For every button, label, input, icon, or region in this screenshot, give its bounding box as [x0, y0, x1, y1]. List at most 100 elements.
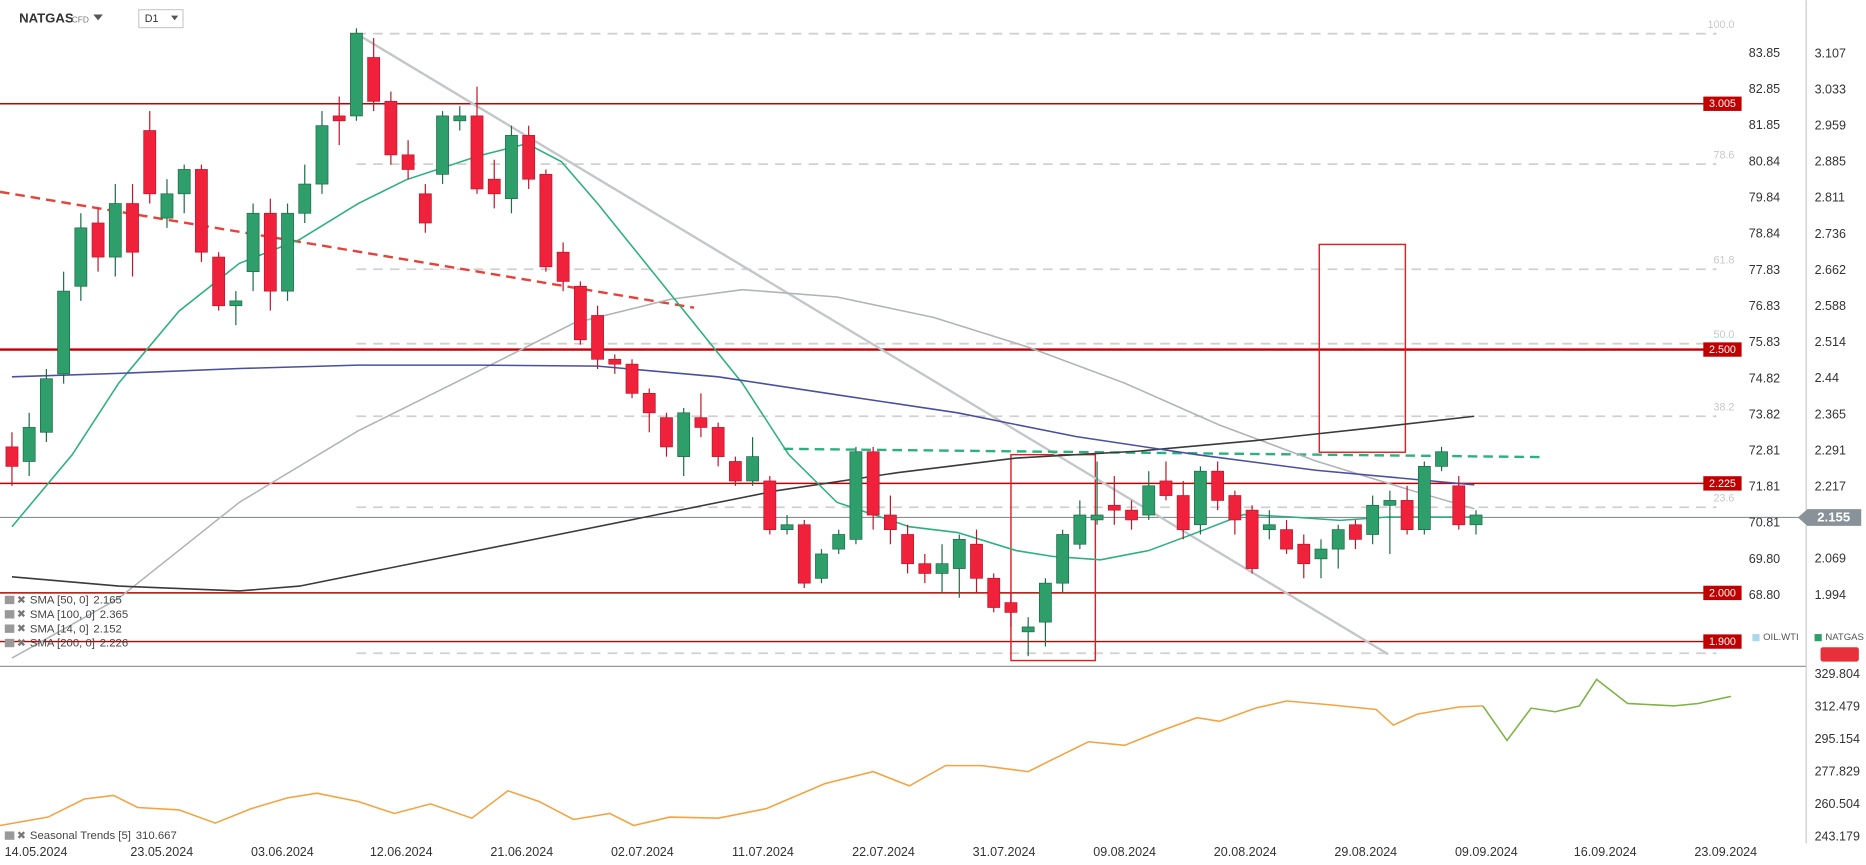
y-tick-label: 2.588: [1815, 299, 1846, 313]
current-price-tag: [1797, 509, 1862, 526]
level-label: 1.900: [1709, 636, 1736, 648]
candle-body: [367, 57, 381, 102]
x-tick-label: 09.08.2024: [1093, 845, 1156, 859]
seasonal-tick-label: 329.804: [1815, 667, 1860, 681]
y-tick-label: 2.514: [1815, 335, 1846, 349]
candle-body: [987, 577, 1001, 608]
candle-body: [108, 203, 122, 258]
y-tick-label: 2.811: [1815, 190, 1845, 204]
candle-body: [384, 100, 398, 156]
seasonal-tick-label: 243.179: [1815, 830, 1860, 844]
timeframe-dropdown: [171, 15, 179, 21]
candle-body: [91, 222, 105, 258]
level-label: 2.500: [1709, 344, 1736, 356]
x-tick-label: 23.09.2024: [1694, 845, 1757, 859]
x-tick-label: 11.07.2024: [732, 845, 794, 859]
symbol: NATGAS: [19, 11, 74, 26]
legend-icon: [4, 595, 15, 605]
candle-body: [539, 173, 553, 268]
y-tick-label: 2.291: [1815, 444, 1846, 458]
legend-label: SMA [14, 0] 2.152: [30, 623, 122, 635]
x-tick-label: 16.09.2024: [1574, 845, 1637, 859]
legend-label: SMA [50, 0] 2.165: [30, 595, 122, 607]
y2-tick-label: 81.85: [1749, 118, 1780, 132]
candle-body: [418, 193, 432, 224]
legend-close: ✖: [17, 609, 26, 621]
x-tick-label: 03.06.2024: [251, 845, 314, 859]
candle-body: [677, 412, 691, 457]
candle-body: [1159, 480, 1173, 496]
y-tick-label: 2.736: [1815, 227, 1846, 241]
fib-label: 23.6: [1713, 493, 1734, 505]
seasonal-tick-label: 295.154: [1815, 732, 1860, 746]
annotation-box: [1318, 243, 1407, 453]
y2-tick-label: 76.83: [1749, 299, 1780, 313]
candle-body: [728, 461, 742, 482]
candle-body: [1314, 548, 1328, 560]
candle-body: [918, 563, 932, 574]
candle-body: [901, 534, 914, 565]
candle-body: [229, 300, 243, 307]
candle-body: [1417, 465, 1431, 530]
level-tag: [1703, 342, 1742, 357]
candle-body: [40, 378, 53, 433]
candle-body: [1142, 485, 1156, 516]
level-label: 2.000: [1709, 587, 1736, 599]
candle-body: [1125, 509, 1138, 521]
candle-body: [591, 315, 604, 360]
y2-tick-label: 74.82: [1749, 371, 1780, 385]
sma-line: [11, 364, 1475, 486]
seasonal-value: 310.667: [136, 830, 177, 842]
seasonal-tick-label: 312.479: [1815, 700, 1860, 714]
candle-body: [556, 251, 570, 282]
fib-label: 78.6: [1713, 150, 1734, 162]
sma-line: [11, 288, 1475, 659]
y-tick-label: 2.885: [1815, 154, 1846, 168]
candle-body: [143, 130, 157, 195]
candle-body: [815, 553, 828, 579]
y2-tick-label: 73.82: [1749, 407, 1780, 421]
candle-body: [849, 451, 863, 540]
y-tick-label: 1.994: [1815, 588, 1846, 602]
x-tick-label: 02.07.2024: [611, 845, 674, 859]
x-tick-label: 21.06.2024: [490, 845, 553, 859]
legend-swatch: [1752, 634, 1760, 642]
legend-symbol: OIL.WTI: [1763, 632, 1799, 643]
candle-body: [5, 446, 19, 467]
symbol-dropdown[interactable]: [93, 14, 103, 21]
fib-label: 38.2: [1713, 402, 1734, 414]
legend-swatch: [1814, 634, 1822, 642]
candle-body: [350, 32, 363, 117]
candle-body: [453, 115, 467, 122]
candle-body: [866, 451, 880, 516]
candle-body: [505, 135, 518, 200]
candle-body: [832, 534, 846, 550]
candle-body: [642, 392, 656, 414]
y2-tick-label: 78.84: [1749, 227, 1780, 241]
timeframe: D1: [145, 13, 159, 25]
candle-body: [401, 154, 415, 170]
candle-body: [470, 115, 484, 190]
seasonal-name: Seasonal Trends [5]: [30, 830, 131, 842]
legend-name: SMA [100, 0]: [30, 609, 95, 621]
candle-body: [1211, 470, 1225, 501]
candle-body: [780, 524, 794, 530]
candle-body: [797, 524, 811, 584]
candle-body: [1469, 514, 1483, 526]
candle-body: [177, 169, 191, 195]
current-price-label: 2.155: [1817, 510, 1850, 525]
y-tick-label: 3.033: [1815, 82, 1846, 96]
y-tick-label: 2.069: [1815, 552, 1846, 566]
candle-body: [608, 358, 622, 365]
legend-label: SMA [200, 0] 2.226: [30, 638, 128, 650]
sma-line: [11, 142, 1475, 561]
legend-close: ✖: [17, 623, 26, 635]
legend-close: ✖: [17, 830, 26, 842]
candle-body: [298, 183, 312, 214]
candle-body: [1107, 504, 1121, 511]
level-label: 2.225: [1709, 478, 1736, 490]
timeframe-select[interactable]: [138, 9, 184, 29]
candle-body: [332, 115, 346, 122]
legend-badge: [1820, 647, 1859, 662]
